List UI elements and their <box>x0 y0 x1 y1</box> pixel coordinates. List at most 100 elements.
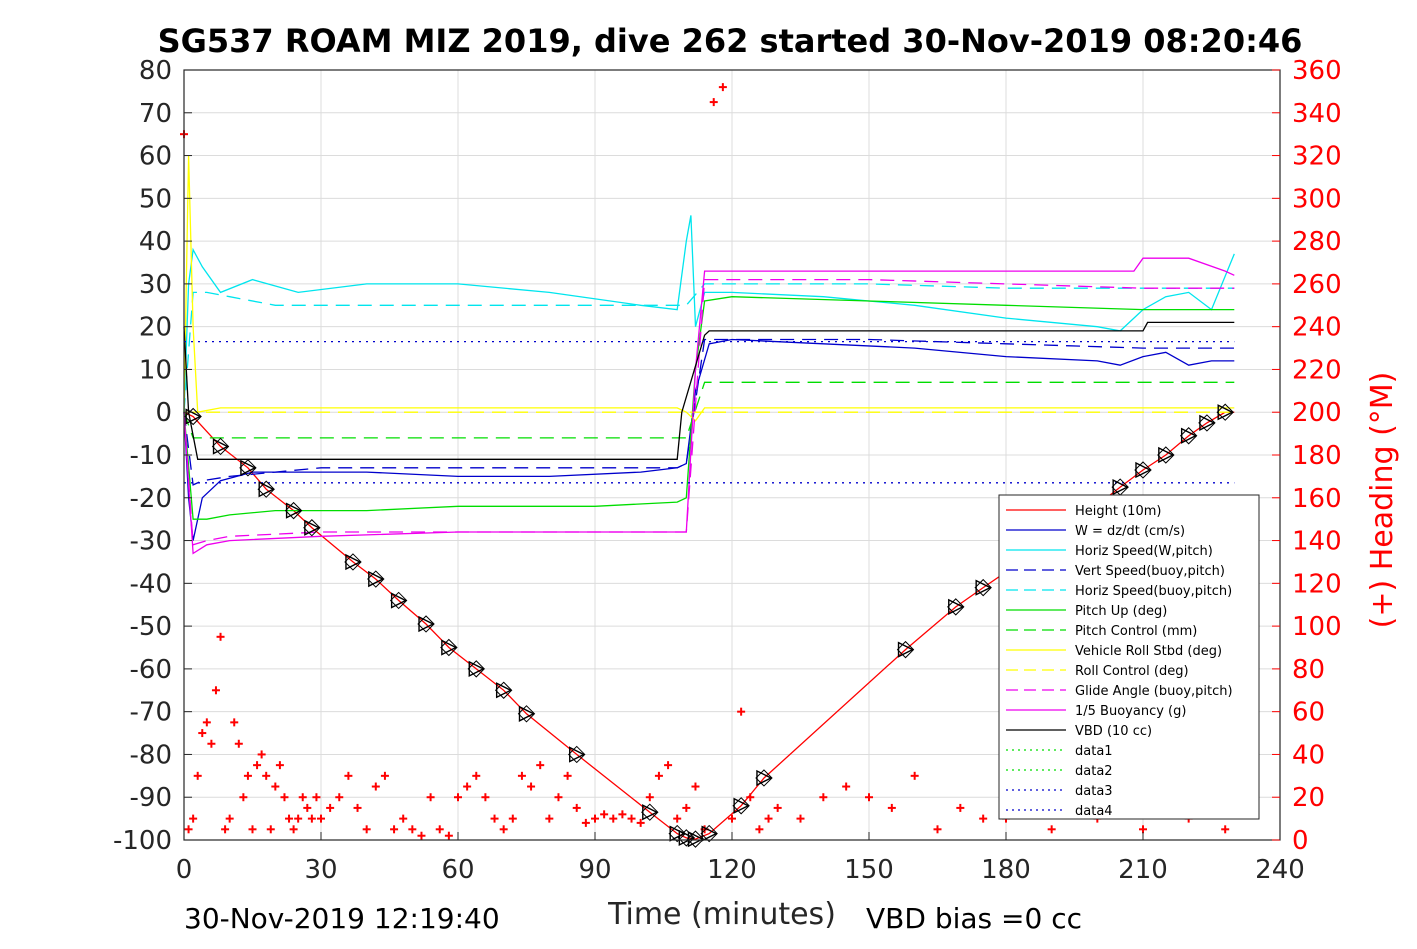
y-tick-label: -30 <box>130 527 172 557</box>
heading-point <box>216 632 225 641</box>
heading-point <box>463 782 472 791</box>
footer-vbd-bias: VBD bias =0 cc <box>866 902 1082 935</box>
y-tick-label: -60 <box>130 655 172 685</box>
height-marker <box>417 615 435 633</box>
legend-item: Vehicle Roll Stbd (deg) <box>1006 644 1222 659</box>
heading-point <box>312 793 321 802</box>
heading-point <box>755 825 764 834</box>
legend-item: W = dz/dt (cm/s) <box>1006 524 1185 539</box>
legend-label: data2 <box>1075 764 1113 779</box>
legend-label: Height (10m) <box>1075 504 1161 519</box>
y2-tick-label: 360 <box>1292 56 1342 86</box>
heading-point <box>193 771 202 780</box>
height-marker <box>284 501 303 520</box>
y2-tick-label: 0 <box>1292 826 1309 856</box>
heading-point <box>746 793 755 802</box>
heading-point <box>865 793 873 802</box>
heading-point <box>1221 825 1230 834</box>
series-line <box>183 283 1235 413</box>
legend-label: Roll Control (deg) <box>1075 664 1189 679</box>
x-tick-label: 30 <box>304 855 337 885</box>
heading-point <box>243 771 252 780</box>
y2-tick-label: 60 <box>1292 698 1325 728</box>
x-tick-label: 60 <box>441 855 474 885</box>
heading-point <box>645 793 654 802</box>
heading-point <box>303 803 312 812</box>
series-line <box>183 338 1235 486</box>
x-tick-label: 120 <box>707 855 757 885</box>
height-marker <box>367 570 385 588</box>
x-axis-label: Time (minutes) <box>607 897 836 932</box>
heading-point <box>764 814 773 823</box>
heading-point <box>933 825 942 834</box>
heading-point <box>399 814 408 823</box>
height-marker <box>1198 414 1216 432</box>
series-line <box>183 381 1235 439</box>
legend-label: Pitch Control (mm) <box>1075 624 1197 639</box>
heading-point <box>280 793 289 802</box>
height-marker <box>1216 403 1234 421</box>
y-tick-label: -50 <box>130 612 172 642</box>
series-line <box>183 296 1235 520</box>
heading-point <box>796 814 805 823</box>
y-tick-label: -70 <box>130 698 172 728</box>
heading-point <box>472 771 481 780</box>
x-tick-label: 180 <box>981 855 1031 885</box>
y2-tick-label: 320 <box>1292 142 1342 172</box>
legend-label: data3 <box>1075 784 1113 799</box>
height-marker <box>668 824 686 843</box>
y-tick-label: 20 <box>139 313 172 343</box>
heading-point <box>454 793 462 802</box>
y2-tick-label: 160 <box>1292 484 1342 514</box>
heading-point <box>335 793 344 802</box>
legend-item: Vert Speed(buoy,pitch) <box>1006 564 1225 579</box>
height-marker <box>257 480 275 498</box>
y2-tick-label: 280 <box>1292 227 1342 257</box>
y2-tick-label: 100 <box>1292 612 1342 642</box>
heading-point <box>225 814 234 823</box>
heading-point <box>289 825 298 834</box>
heading-point <box>298 793 307 802</box>
y-tick-label: 30 <box>139 270 172 300</box>
heading-point <box>956 803 965 812</box>
legend-label: Horiz Speed(W,pitch) <box>1075 544 1213 559</box>
heading-point <box>517 771 526 780</box>
heading-point <box>371 782 380 791</box>
series-layer <box>183 155 1235 840</box>
height-marker <box>389 591 408 610</box>
legend-label: Vert Speed(buoy,pitch) <box>1075 564 1225 579</box>
chart-title: SG537 ROAM MIZ 2019, dive 262 started 30… <box>158 22 1303 60</box>
heading-point <box>499 825 508 834</box>
heading-point <box>728 814 736 823</box>
y2-tick-label: 200 <box>1292 398 1342 428</box>
heading-point <box>344 771 353 780</box>
heading-point <box>481 793 490 802</box>
y2-tick-label: 140 <box>1292 527 1342 557</box>
heading-point <box>294 814 303 823</box>
heading-point <box>572 803 581 812</box>
height-marker <box>467 660 485 678</box>
heading-point <box>842 782 851 791</box>
series-line <box>183 321 1235 460</box>
legend: Height (10m) W = dz/dt (cm/s) Horiz Speed(… <box>998 494 1260 820</box>
x-tick-label: 150 <box>844 855 894 885</box>
height-marker <box>344 553 362 571</box>
heading-point <box>426 793 435 802</box>
heading-point <box>563 771 572 780</box>
y-tick-label: -80 <box>130 740 172 770</box>
y-tick-label: 70 <box>139 99 172 129</box>
legend-box <box>998 494 1260 820</box>
y-tick-label: 10 <box>139 355 172 385</box>
legend-item: data4 <box>1006 804 1113 819</box>
heading-point <box>307 814 316 823</box>
heading-point <box>591 814 599 823</box>
heading-point <box>1047 825 1056 834</box>
heading-point <box>581 818 590 827</box>
legend-item: Horiz Speed(buoy,pitch) <box>1006 584 1232 599</box>
heading-point <box>211 686 220 695</box>
heading-point <box>609 814 618 823</box>
heading-point <box>444 831 453 840</box>
x-tick-label: 210 <box>1118 855 1168 885</box>
legend-item: Roll Control (deg) <box>1006 664 1189 679</box>
